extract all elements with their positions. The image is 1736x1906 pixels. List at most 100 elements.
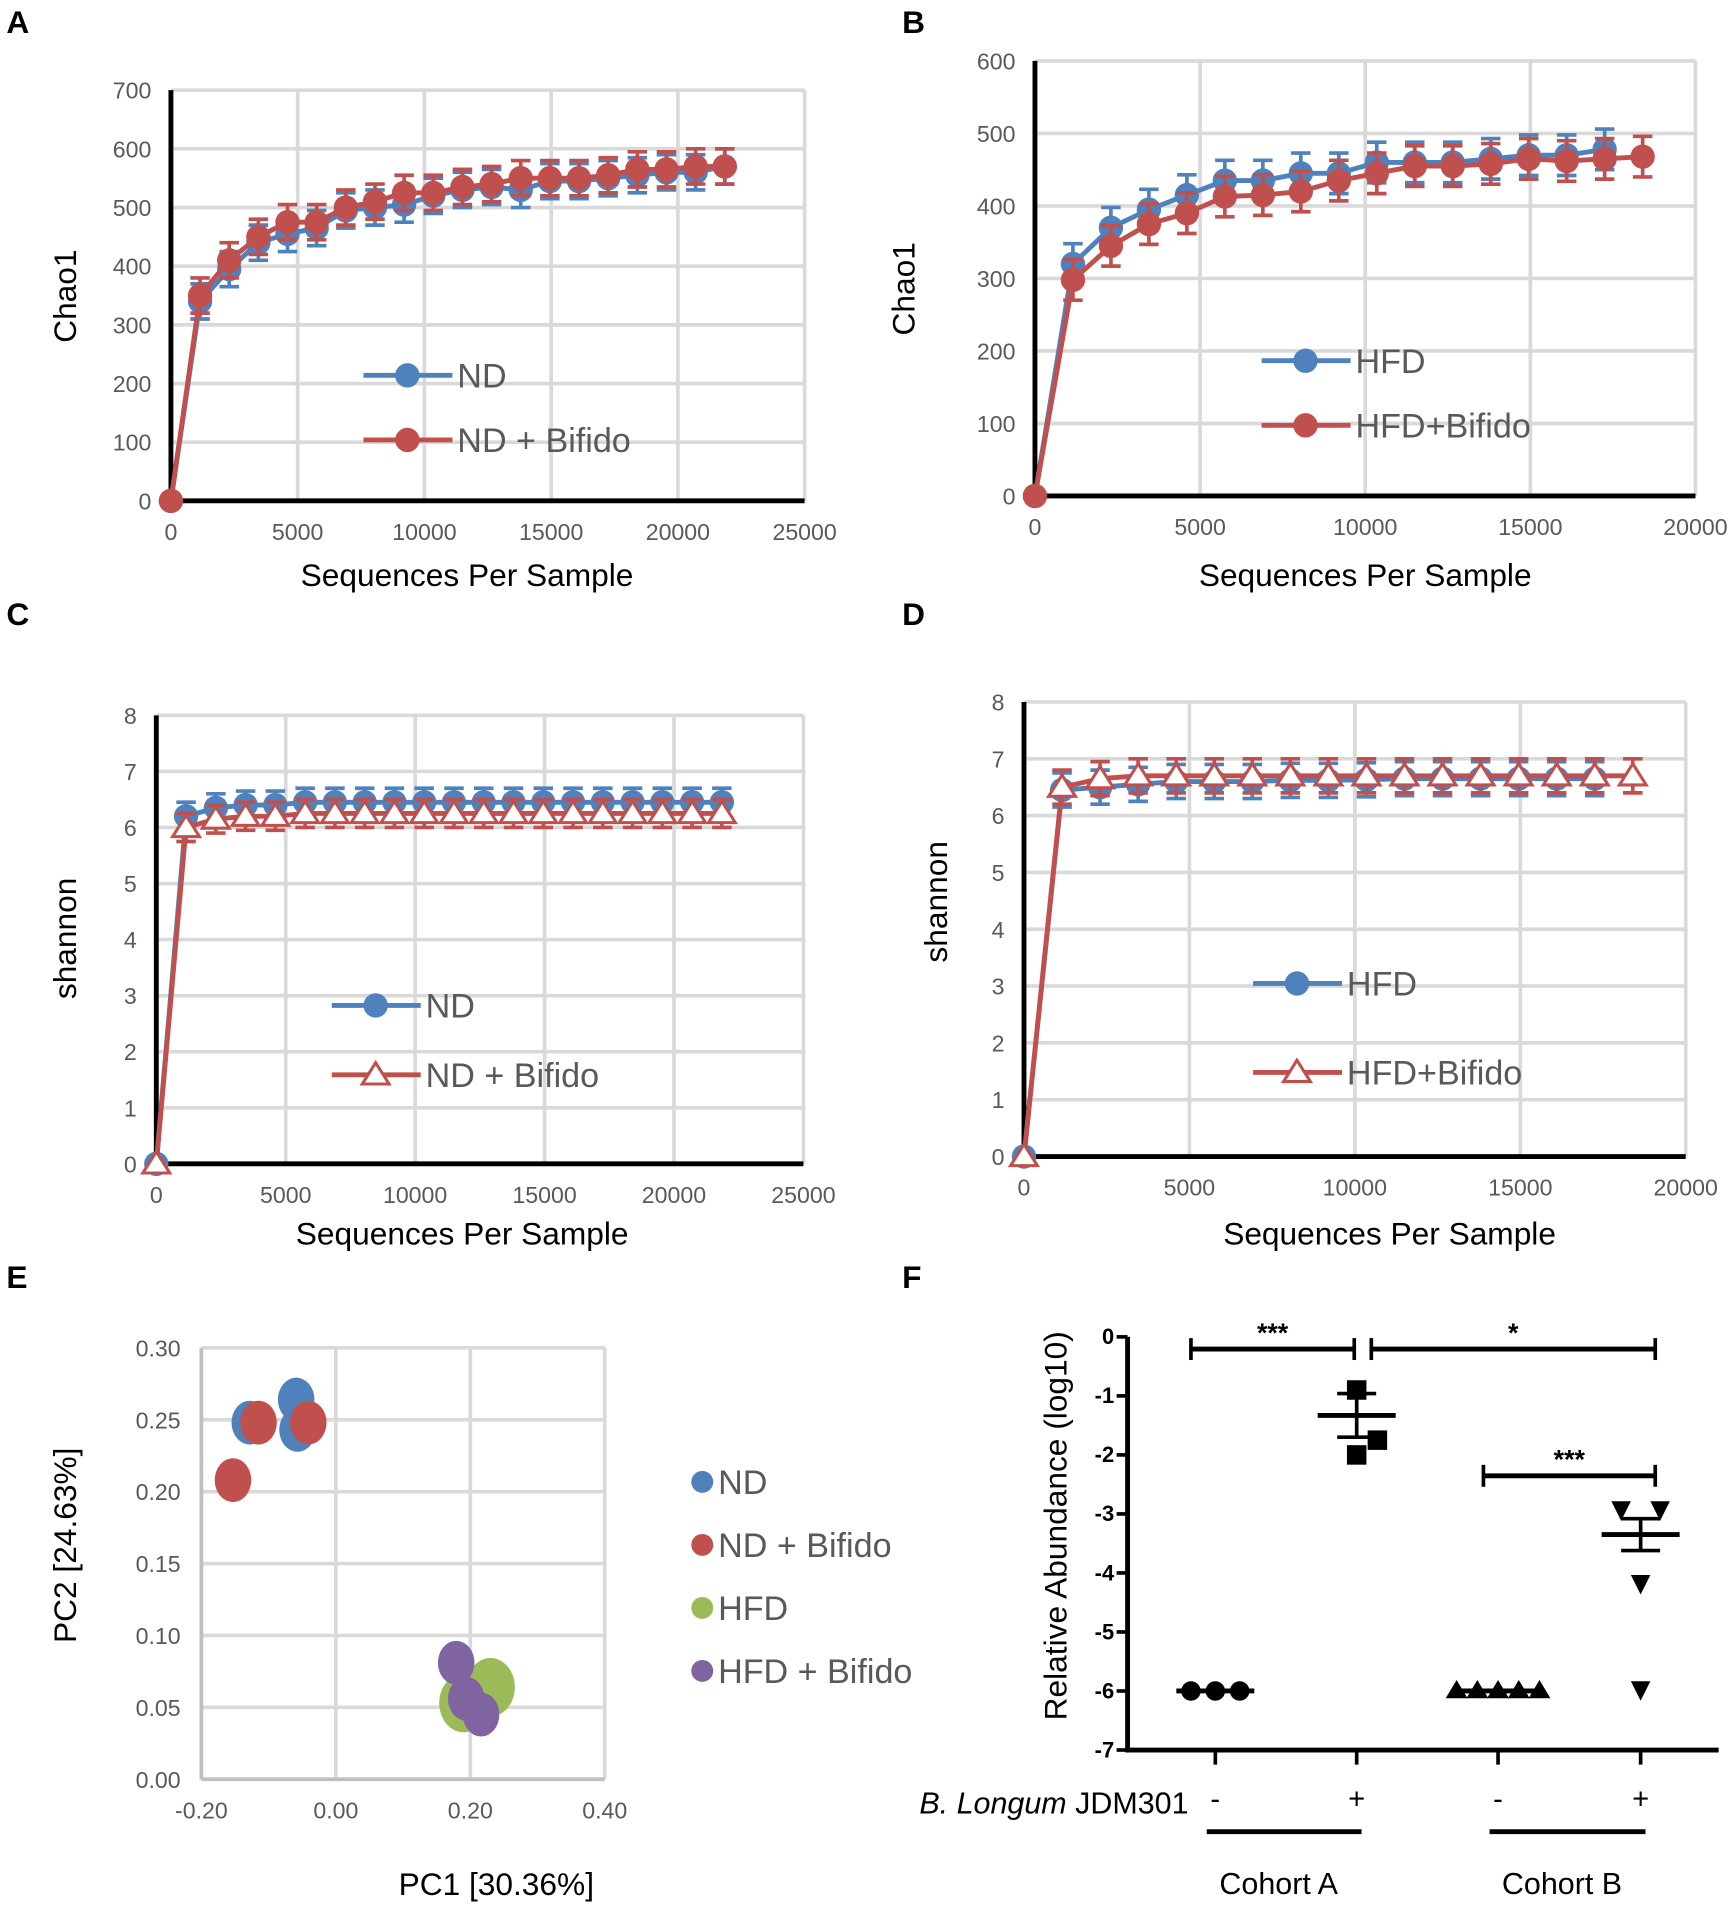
y-tick-label: -5 — [1095, 1619, 1115, 1644]
y-tick-label: 300 — [113, 312, 152, 338]
legend-label: HFD — [1355, 343, 1425, 381]
data-point — [1083, 763, 1117, 790]
xlabel-e: PC1 [30.36%] — [399, 1866, 594, 1902]
y-tick-label: 0.05 — [136, 1695, 181, 1721]
x-tick-label: 0.20 — [448, 1797, 493, 1823]
xlabel-a: Sequences Per Sample — [301, 557, 634, 593]
y-tick-label: 200 — [977, 339, 1016, 365]
panel-label-f: F — [902, 1259, 921, 1295]
legend-label: HFD+Bifido — [1355, 408, 1530, 446]
x-tick-label: 20000 — [646, 519, 710, 545]
data-point — [479, 171, 504, 197]
data-point — [1611, 1501, 1631, 1521]
data-point — [1060, 267, 1086, 293]
ylabel-d: shannon — [918, 841, 954, 963]
data-point — [246, 224, 271, 250]
data-point — [625, 157, 650, 182]
xlabel-b: Sequences Per Sample — [1199, 557, 1532, 593]
x-tick-label: 15000 — [1488, 1175, 1552, 1201]
y-tick-label: 700 — [113, 78, 152, 104]
data-point — [1250, 182, 1276, 208]
x-tick-label: 10000 — [392, 519, 456, 545]
data-point — [1478, 151, 1503, 177]
panel-label-a: A — [6, 4, 29, 40]
legend-marker — [359, 1059, 392, 1086]
x-tick-label: 20000 — [642, 1182, 706, 1208]
data-point — [214, 1458, 252, 1503]
x-tick-label: 10000 — [1323, 1175, 1387, 1201]
x-tick-label: 0 — [1029, 514, 1042, 540]
data-point — [408, 798, 441, 825]
legend-marker — [691, 1533, 714, 1556]
data-point — [1236, 760, 1269, 787]
significance-label: * — [1508, 1318, 1519, 1348]
y-tick-label: 0 — [139, 488, 152, 514]
data-point — [675, 798, 709, 825]
data-point — [1346, 1445, 1367, 1465]
y-tick-label: 400 — [113, 254, 152, 280]
legend-marker — [1293, 413, 1318, 438]
legend-marker — [691, 1596, 714, 1619]
data-point — [288, 798, 322, 825]
x-tick-label: 5000 — [272, 519, 323, 545]
x-tick-label: 0.00 — [313, 1797, 358, 1823]
data-point — [275, 210, 300, 235]
data-point — [1650, 1501, 1670, 1521]
y-tick-label: 0.15 — [136, 1551, 181, 1577]
y-tick-label: 1 — [992, 1087, 1005, 1113]
data-point — [1121, 760, 1155, 787]
ylabel-f: Relative Abundance (log10) — [1038, 1331, 1074, 1720]
y-tick-label: 1 — [124, 1095, 137, 1121]
series-hfd — [1011, 759, 1607, 1169]
y-tick-label: 3 — [992, 974, 1005, 1000]
data-point — [586, 798, 619, 825]
chart-e: 0.00 0.05 0.10 0.15 0.20 0.25 0.30 -0.20 0.00 0.2… — [136, 1335, 913, 1823]
y-tick-label: 0.20 — [136, 1479, 181, 1505]
legend-marker — [691, 1659, 714, 1682]
data-point — [318, 798, 352, 825]
x-tick-label: 0 — [164, 519, 177, 545]
data-point — [1630, 144, 1655, 169]
y-tick-label: 4 — [992, 917, 1005, 943]
legend-marker — [395, 427, 420, 453]
data-point — [1502, 760, 1535, 787]
group-sign: - — [1493, 1784, 1503, 1816]
y-tick-label: 100 — [113, 430, 152, 456]
significance-label: *** — [1257, 1318, 1289, 1348]
legend-label: ND + Bifido — [426, 1057, 599, 1095]
y-tick-label: -4 — [1095, 1560, 1115, 1585]
data-point — [437, 1640, 475, 1685]
data-point — [1540, 760, 1573, 787]
data-point — [1350, 760, 1383, 787]
data-point — [1578, 760, 1611, 787]
data-point — [1528, 1680, 1551, 1699]
y-tick-label: -2 — [1095, 1442, 1115, 1467]
data-point — [450, 174, 475, 200]
group-sign: - — [1210, 1784, 1220, 1816]
y-tick-label: 5 — [992, 860, 1005, 886]
cohort-label: Cohort B — [1502, 1867, 1622, 1901]
y-tick-label: 300 — [977, 266, 1016, 292]
data-point — [378, 798, 411, 825]
data-point — [467, 798, 500, 825]
x-tick-label: 0 — [150, 1182, 163, 1208]
data-point — [1288, 179, 1314, 204]
y-tick-label: 6 — [124, 815, 137, 841]
data-point — [1045, 772, 1079, 798]
y-tick-label: 3 — [124, 983, 137, 1009]
y-tick-label: 6 — [992, 803, 1005, 829]
data-point — [527, 798, 560, 825]
data-point — [1212, 184, 1238, 209]
data-point — [1007, 1141, 1041, 1168]
data-point — [1440, 153, 1465, 179]
legend-label: ND — [457, 358, 506, 396]
series-line — [1032, 146, 1606, 497]
factor-species: B. Longum — [919, 1786, 1066, 1820]
data-point — [1426, 760, 1459, 787]
legend-label: ND — [426, 988, 475, 1026]
legend-label: ND + Bifido — [718, 1527, 891, 1565]
x-tick-label: 5000 — [1164, 1175, 1215, 1201]
x-tick-label: 15000 — [512, 1182, 576, 1208]
series-hfd-bifido — [1022, 134, 1655, 509]
